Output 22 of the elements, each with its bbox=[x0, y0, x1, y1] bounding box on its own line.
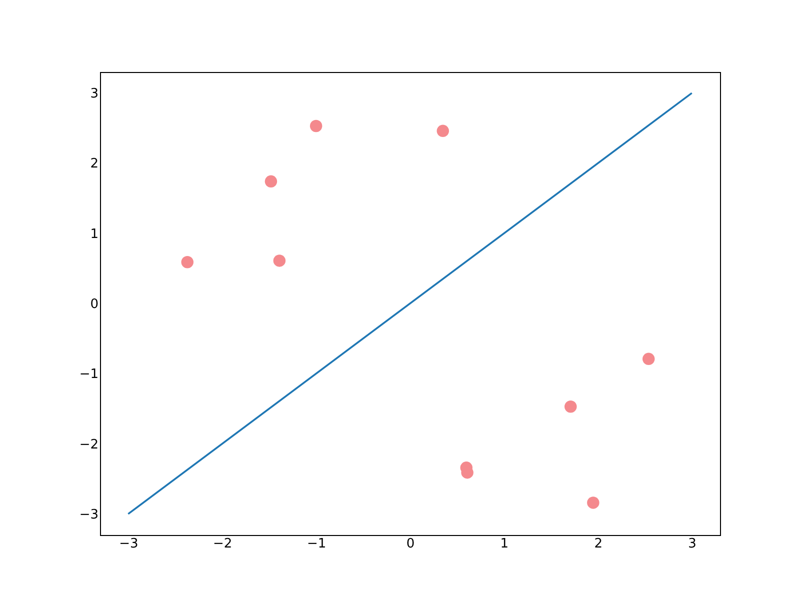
point bbox=[273, 254, 286, 267]
point bbox=[264, 175, 278, 188]
point bbox=[587, 496, 600, 509]
x-tick-label: −2 bbox=[213, 536, 232, 552]
point bbox=[642, 352, 655, 366]
x-tick-label: 1 bbox=[500, 536, 509, 552]
y-tick-label: 0 bbox=[90, 297, 98, 312]
y-tick-label: −3 bbox=[79, 507, 98, 522]
x-tick-label: −1 bbox=[306, 536, 326, 552]
y-tick-label: −2 bbox=[79, 437, 98, 452]
y-tick-label: 3 bbox=[90, 86, 98, 102]
y-tick-label: 1 bbox=[90, 226, 98, 242]
point bbox=[564, 400, 577, 413]
y-tick-label: 2 bbox=[90, 156, 98, 172]
point bbox=[310, 120, 322, 132]
point bbox=[436, 124, 450, 138]
x-tick-label: −3 bbox=[119, 536, 138, 552]
y-tick-label: −1 bbox=[79, 367, 98, 382]
x-tick-label: 2 bbox=[594, 536, 603, 552]
x-tick-label: 3 bbox=[688, 536, 696, 552]
x-tick-label: 0 bbox=[406, 536, 415, 552]
point bbox=[181, 256, 194, 268]
